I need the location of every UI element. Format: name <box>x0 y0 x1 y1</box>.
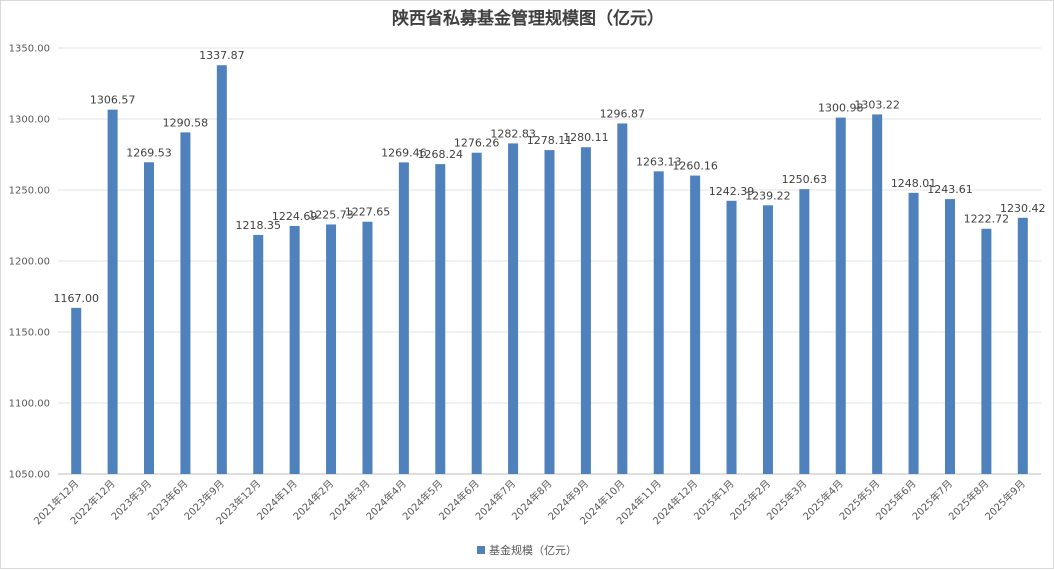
y-tick-label: 1050.00 <box>9 470 50 481</box>
data-label: 1269.53 <box>126 146 172 159</box>
bar <box>326 224 337 474</box>
data-label: 1280.11 <box>563 131 609 144</box>
bar <box>544 150 555 474</box>
y-axis-ticks: 1050.00 1100.00 1150.00 1200.00 1250.00 1300.… <box>9 44 50 481</box>
bar <box>908 192 919 474</box>
data-label: 1242.39 <box>709 185 755 198</box>
data-label: 1224.69 <box>272 210 318 223</box>
chart-title: 陕西省私募基金管理规模图（亿元） <box>392 8 664 29</box>
bars <box>71 65 1028 475</box>
data-label: 1290.58 <box>163 116 209 129</box>
data-label: 1296.87 <box>600 107 646 120</box>
legend: 基金规模（亿元） <box>477 543 577 557</box>
data-labels: 1167.00 1306.57 1269.53 1290.58 1337.87 1218.… <box>53 49 1045 305</box>
data-label: 1306.57 <box>90 94 136 107</box>
bar <box>107 109 118 475</box>
bar <box>944 199 955 475</box>
data-label: 1248.01 <box>891 177 937 190</box>
data-label: 1218.35 <box>235 219 281 232</box>
data-label: 1282.83 <box>490 127 536 140</box>
bar <box>471 152 482 474</box>
bar <box>216 65 227 474</box>
data-label: 1222.72 <box>964 213 1010 226</box>
bar <box>1017 217 1028 475</box>
bar <box>435 164 446 475</box>
bar <box>726 200 737 474</box>
bar <box>981 228 992 474</box>
data-label: 1269.46 <box>381 146 427 159</box>
data-label: 1263.13 <box>636 155 682 168</box>
bar <box>872 114 883 474</box>
x-axis-ticks: 2021年12月2022年12月2023年3月2023年6月2023年9月202… <box>31 477 1028 527</box>
bar <box>144 162 155 474</box>
legend-swatch <box>477 546 485 554</box>
data-label: 1227.65 <box>345 206 391 219</box>
data-label: 1250.63 <box>782 173 828 186</box>
data-label: 1300.98 <box>818 102 864 115</box>
data-label: 1303.22 <box>854 98 900 111</box>
bar <box>762 205 773 474</box>
y-tick-label: 1300.00 <box>9 115 50 126</box>
bar <box>289 225 300 474</box>
y-tick-label: 1150.00 <box>9 328 50 339</box>
data-label: 1167.00 <box>53 292 99 305</box>
data-label: 1260.16 <box>672 160 718 173</box>
bar <box>799 189 810 474</box>
data-label: 1225.73 <box>308 208 354 221</box>
bar <box>617 123 628 474</box>
bar <box>71 307 82 474</box>
data-label: 1243.61 <box>927 183 973 196</box>
y-tick-label: 1250.00 <box>9 186 50 197</box>
bar <box>398 162 409 474</box>
data-label: 1268.24 <box>418 148 464 161</box>
y-tick-label: 1350.00 <box>9 44 50 55</box>
bar <box>653 171 664 474</box>
bar <box>253 234 264 474</box>
bar <box>362 221 373 474</box>
y-tick-label: 1200.00 <box>9 257 50 268</box>
data-label: 1278.11 <box>527 134 573 147</box>
bar <box>835 117 846 474</box>
data-label: 1239.22 <box>745 189 791 202</box>
data-label: 1337.87 <box>199 49 245 62</box>
bar <box>508 143 519 474</box>
bar <box>580 147 591 474</box>
bar <box>180 132 191 474</box>
bar <box>690 175 701 474</box>
legend-label: 基金规模（亿元） <box>489 543 577 557</box>
data-label: 1276.26 <box>454 137 500 150</box>
y-tick-label: 1100.00 <box>9 399 50 410</box>
data-label: 1230.42 <box>1000 202 1046 215</box>
